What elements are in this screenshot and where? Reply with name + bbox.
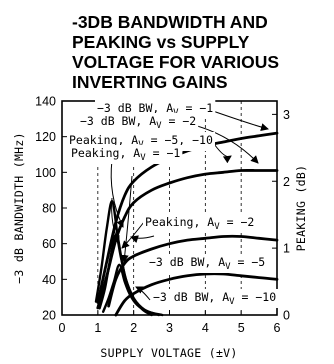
annotation-text: Peaking, AV = −2 — [145, 215, 254, 232]
annotation-arrow — [110, 159, 124, 228]
annotation-text: Peaking, AV = −1 — [71, 146, 180, 163]
annotation-main: −3 dB BW, A — [149, 255, 225, 269]
bw-av-minus5-line — [107, 234, 279, 308]
annotation-value: = −5, −10 — [144, 133, 213, 147]
y-left-tick-label: 20 — [42, 309, 56, 323]
y-axis-right-label: PEAKING (dB) — [294, 165, 308, 252]
chart-title-line-1: -3DB BANDWIDTH AND — [72, 12, 268, 32]
annotation-subscript: V — [229, 297, 235, 307]
annotation-arrow — [135, 286, 151, 301]
annotation-backdrop — [147, 254, 268, 273]
annotation-value: = −1 — [179, 101, 214, 115]
annotation-value: = −10 — [235, 290, 277, 304]
annotation-subscript: V — [214, 222, 220, 232]
y-left-tick-label: 120 — [35, 130, 56, 144]
x-tick-label: 2 — [130, 321, 137, 335]
annotation-main: Peaking, A — [71, 146, 140, 160]
annotation-backdrop — [143, 214, 257, 233]
y-right-tick-label: 0 — [283, 309, 290, 323]
x-tick-label: 4 — [202, 321, 209, 335]
peaking-av-minus5-minus10-line — [102, 263, 164, 317]
annotation-arrow — [111, 197, 120, 244]
annotation-main: Peaking, A — [145, 215, 214, 229]
annotation-text: −3 dB BW, AV = −1 — [97, 101, 213, 118]
chart-title-line-4: INVERTING GAINS — [72, 72, 228, 92]
annotation-main: −3 dB BW, A — [153, 290, 229, 304]
chart-title-line-3: VOLTAGE FOR VARIOUS — [72, 52, 280, 72]
annotation-subscript: V — [225, 262, 231, 272]
x-tick-label: 1 — [94, 321, 101, 335]
y-right-tick-label: 2 — [283, 175, 290, 189]
annotation-main: −3 dB BW, A — [97, 101, 173, 115]
y-left-tick-label: 60 — [42, 237, 56, 251]
annotation-text: −3 dB BW, AV = −10 — [153, 290, 276, 307]
annotation-value: = −1 — [146, 146, 181, 160]
annotation-value: = −2 — [220, 215, 255, 229]
x-tick-label: 3 — [166, 321, 173, 335]
annotation-backdrop — [151, 289, 279, 308]
x-axis-label: SUPPLY VOLTAGE (±V) — [100, 346, 237, 360]
annotation-arrow — [121, 221, 145, 249]
y-axis-left-label: −3 dB BANDWIDTH (MHz) — [12, 132, 26, 284]
x-tick-label: 5 — [238, 321, 245, 335]
annotation-text: −3 dB BW, AV = −5 — [149, 255, 265, 272]
annotation-text: −3 dB BW, AV = −2 — [80, 114, 196, 131]
y-right-tick-label: 3 — [283, 108, 290, 122]
annotation-peaking-minus2: Peaking, AV = −2 — [143, 214, 257, 233]
y-left-tick-label: 80 — [42, 202, 56, 216]
annotation-peaking-minus1: Peaking, AV = −1 — [69, 145, 183, 164]
y-right-tick-label: 1 — [283, 242, 290, 256]
annotation-main: −3 dB BW, A — [80, 114, 156, 128]
annotation-arrow — [120, 175, 133, 263]
y-left-tick-label: 40 — [42, 273, 56, 287]
annotation-backdrop — [78, 113, 199, 132]
x-tick-label: 6 — [274, 321, 281, 335]
annotation-bw-minus10: −3 dB BW, AV = −10 — [151, 289, 279, 308]
annotation-text: Peaking, AV = −5, −10 — [69, 133, 213, 150]
y-left-tick-label: 140 — [35, 95, 56, 109]
y-left-tick-label: 100 — [35, 166, 56, 180]
annotation-subscript: V — [140, 153, 146, 163]
annotation-bw-minus5: −3 dB BW, AV = −5 — [147, 254, 268, 273]
annotation-value: = −2 — [162, 114, 197, 128]
annotation-arrow — [130, 235, 155, 244]
annotation-bw-minus2: −3 dB BW, AV = −2 — [78, 113, 199, 132]
annotation-main: Peaking, A — [69, 133, 138, 147]
annotation-backdrop — [69, 145, 183, 164]
x-tick-label: 0 — [59, 321, 66, 335]
chart-title-line-2: PEAKING vs SUPPLY — [72, 32, 250, 52]
annotation-value: = −5 — [231, 255, 266, 269]
annotation-arrow — [209, 109, 269, 131]
annotation-subscript: V — [156, 121, 162, 131]
